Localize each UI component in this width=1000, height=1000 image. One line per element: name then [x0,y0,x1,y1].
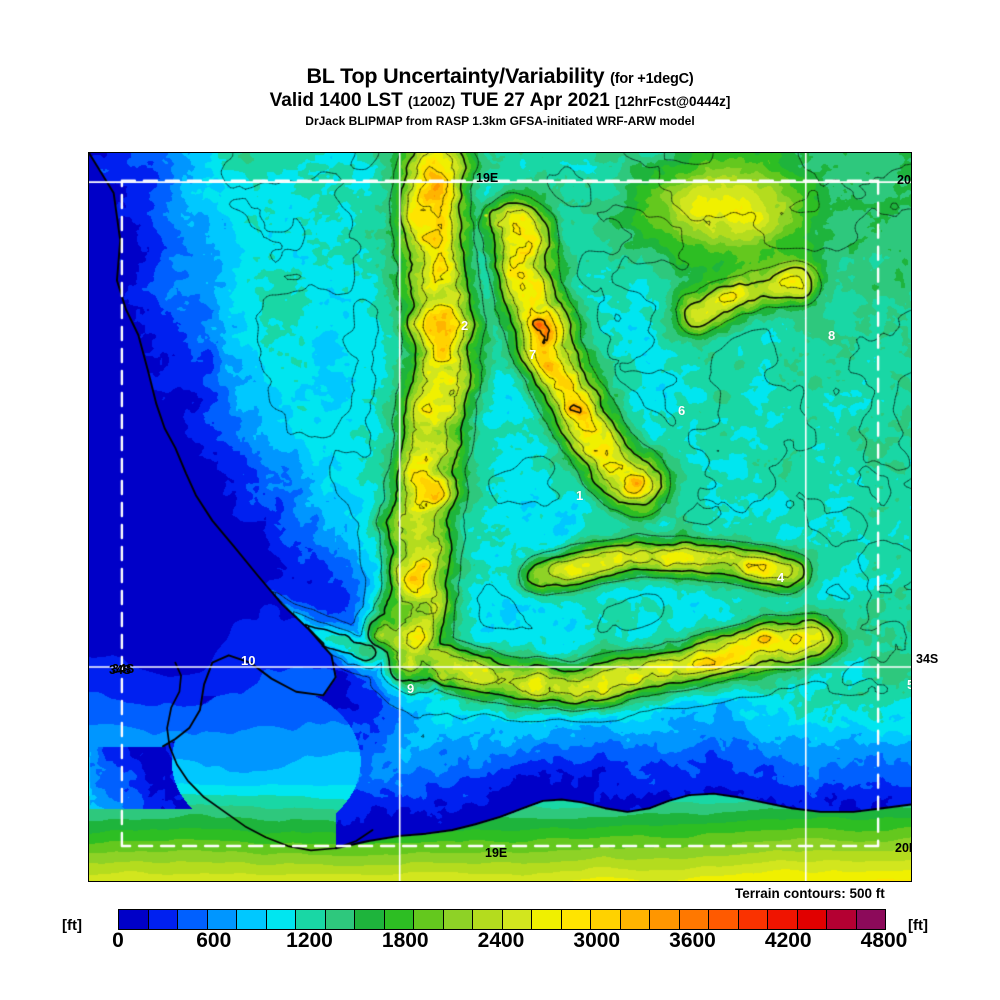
colorbar-tick-label: 3000 [573,929,621,952]
colorbar-tick-label: 1800 [381,929,429,952]
colorbar-tick-label: 0 [112,929,124,952]
colorbar-segment [620,910,650,929]
colorbar-segment [355,910,385,929]
colorbar-segment [709,910,739,929]
terrain-contour-and-grid-overlay [89,153,911,881]
model-source: DrJack BLIPMAP from RASP 1.3km GFSA-init… [305,113,695,128]
colorbar-segment [591,910,621,929]
colorbar-segment [561,910,591,929]
colorbar: [ft] 0 600 1200 1800 2400 3000 3600 4200 4800 [f… [0,905,1000,965]
colorbar-segment [502,910,532,929]
colorbar-segment [443,910,473,929]
colorbar-segment [178,910,208,929]
colorbar-tick-label: 4200 [764,929,812,952]
colorbar-segment [473,910,503,929]
forecast-stamp: [12hrFcst@0444z] [615,93,731,109]
colorbar-segment [148,910,178,929]
valid-date: TUE 27 Apr 2021 [460,89,610,111]
map-plot-area: 19E20E19E20E34S 2786141095 [88,152,912,882]
colorbar-ticks: 0 600 1200 1800 2400 3000 3600 4200 4800 [112,929,907,959]
colorbar-segment [414,910,444,929]
colorbar-tick-label: 4800 [860,929,908,952]
map-edge-latitude-label: 34S [916,652,939,666]
colorbar-tick-label: 3600 [669,929,716,952]
terrain-contour-note: Terrain contours: 500 ft [735,886,885,901]
map-edge-latitude-label: 34S [112,662,135,676]
colorbar-segment [296,910,326,929]
colorbar-segment [827,910,857,929]
colorbar-segment [679,910,709,929]
colorbar-segment [768,910,798,929]
chart-subtitle: Valid 1400 LST (1200Z) TUE 27 Apr 2021 [… [0,91,1000,110]
valid-zulu: (1200Z) [408,93,456,109]
colorbar-gradient [118,909,886,930]
title-main-suffix: (for +1degC) [610,71,694,87]
title-main: BL Top Uncertainty/Variability [306,64,605,88]
valid-prefix: Valid 1400 LST [269,89,403,111]
colorbar-tick-label: 600 [196,929,232,952]
colorbar-segment [856,910,885,929]
colorbar-tick-label: 2400 [477,929,525,952]
colorbar-segment [738,910,768,929]
colorbar-segment [119,910,149,929]
colorbar-segment [237,910,267,929]
colorbar-unit-left: [ft] [62,917,82,934]
colorbar-tick-label: 1200 [286,929,333,952]
colorbar-segment [650,910,680,929]
colorbar-segment [207,910,237,929]
colorbar-segment [325,910,355,929]
colorbar-segment [384,910,414,929]
title-block: BL Top Uncertainty/Variability (for +1de… [0,64,1000,128]
colorbar-segment [532,910,562,929]
colorbar-segment [797,910,827,929]
colorbar-unit-right: [ft] [908,917,928,934]
colorbar-segment [266,910,296,929]
chart-title: BL Top Uncertainty/Variability (for +1de… [0,64,1000,88]
